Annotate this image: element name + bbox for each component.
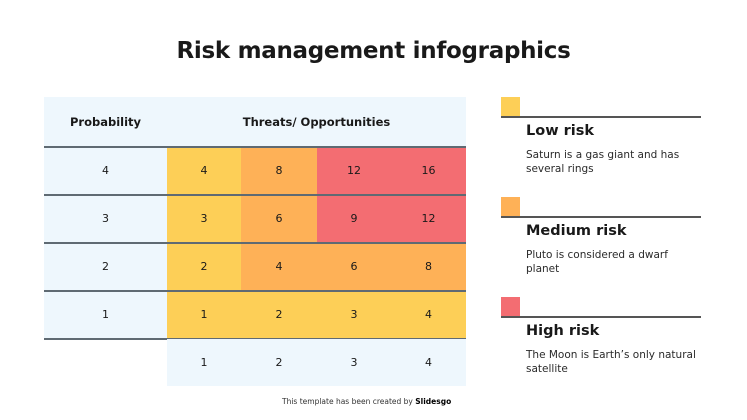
legend-divider (501, 316, 701, 318)
legend-title: Medium risk (526, 223, 627, 239)
row-divider (44, 194, 466, 196)
axis-label: 3 (350, 356, 358, 369)
risk-cell-high: 12 (391, 195, 466, 243)
risk-cell-medium: 8 (391, 243, 466, 291)
probability-cell: 4 (44, 147, 167, 195)
risk-cell-low: 3 (167, 195, 241, 243)
risk-cell-medium: 6 (241, 195, 317, 243)
low-risk-swatch (501, 97, 520, 116)
credit-prefix: This template has been created by (282, 397, 416, 406)
legend-divider (501, 216, 701, 218)
risk-cell-high: 16 (391, 147, 466, 195)
header-threats: Threats/ Opportunities (242, 115, 391, 129)
legend-description: Saturn is a gas giant and has several ri… (526, 149, 680, 175)
legend-title: Low risk (526, 123, 595, 139)
credit-brand: Slidesgo (415, 397, 452, 406)
legend-title: High risk (526, 323, 600, 339)
risk-cell-low: 4 (167, 147, 241, 195)
risk-cell-medium: 6 (317, 243, 391, 291)
table-row: 2 2 4 6 8 (44, 243, 466, 291)
risk-cell-medium: 4 (241, 243, 317, 291)
row-divider (44, 290, 466, 292)
row-divider (44, 242, 466, 244)
table-row: 4 4 8 12 16 (44, 147, 466, 195)
row-divider (44, 146, 466, 148)
axis-label: 2 (275, 356, 283, 369)
risk-cell-medium: 8 (241, 147, 317, 195)
risk-cell-low: 4 (391, 291, 466, 339)
legend-divider (501, 116, 701, 118)
probability-cell: 1 (44, 291, 167, 339)
probability-cell: 2 (44, 243, 167, 291)
risk-cell-high: 12 (317, 147, 391, 195)
table-header: Probability Threats/ Opportunities (44, 97, 466, 147)
risk-cell-low: 2 (241, 291, 317, 339)
axis-label: 1 (200, 356, 208, 369)
risk-cell-low: 1 (167, 291, 241, 339)
risk-cell-high: 9 (317, 195, 391, 243)
high-risk-swatch (501, 297, 520, 316)
legend-description: The Moon is Earth’s only natural satelli… (526, 349, 696, 375)
credit-text: This template has been created by Slides… (282, 397, 451, 406)
page-title: Risk management infographics (176, 38, 571, 64)
medium-risk-swatch (501, 197, 520, 216)
probability-cell: 3 (44, 195, 167, 243)
risk-cell-low: 2 (167, 243, 241, 291)
risk-cell-low: 3 (317, 291, 391, 339)
axis-label: 4 (425, 356, 432, 369)
legend-description: Pluto is considered a dwarf planet (526, 249, 668, 275)
header-probability: Probability (69, 115, 142, 129)
table-row: 3 3 6 9 12 (44, 195, 466, 243)
x-axis-row: 1 2 3 4 (167, 339, 466, 386)
table-row: 1 1 2 3 4 (44, 291, 466, 339)
